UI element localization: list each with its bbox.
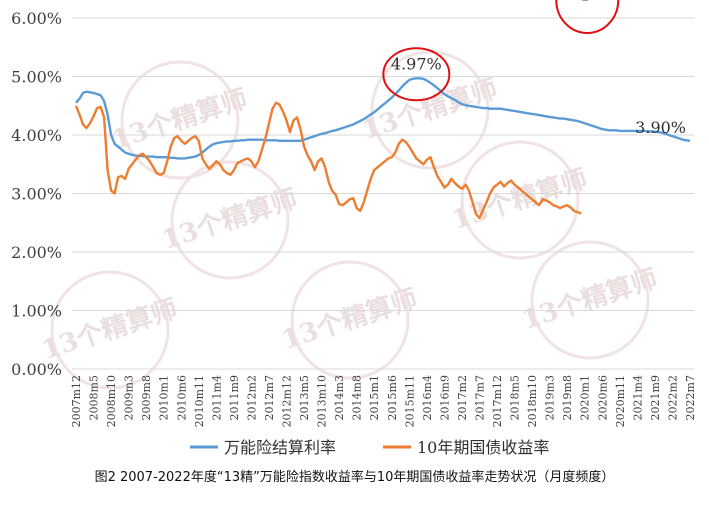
x-tick-label-27: 2019m3 [544,375,557,420]
legend-label-0: 万能险结算利率 [224,438,336,457]
x-tick-label-21: 2016m9 [438,375,451,420]
watermark-text-6: 13个精算师 [448,163,591,236]
x-tick-label-11: 2012m7 [263,375,276,420]
x-tick-label-4: 2009m8 [140,375,153,420]
watermark-seal-5 [170,160,290,280]
x-tick-label-0: 2007m12 [70,375,83,427]
x-tick-label-2: 2008m10 [105,375,118,427]
x-tick-label-28: 2019m8 [561,375,574,420]
x-tick-label-26: 2018m10 [526,375,539,427]
watermark-seal-0 [120,60,240,180]
watermark-text-4: 13个精算师 [518,263,661,336]
series-line-1 [74,101,582,220]
y-tick-label-0: 0.00% [11,360,62,379]
x-tick-label-18: 2015m6 [386,375,399,420]
x-tick-label-33: 2021m9 [649,375,662,420]
x-tick-label-23: 2017m7 [473,375,486,420]
x-tick-label-34: 2022m2 [666,375,679,420]
annotation-circle-2 [555,0,620,34]
x-tick-label-22: 2017m2 [456,375,469,420]
x-tick-label-25: 2018m5 [509,375,522,420]
x-tick-label-10: 2012m2 [245,375,258,420]
annotation-label-0: 4.97% [391,54,442,73]
legend-label-1: 10年期国债收益率 [417,438,549,457]
x-tick-label-7: 2010m11 [193,375,206,427]
x-tick-label-19: 2015m11 [403,375,416,427]
x-tick-label-20: 2016m4 [421,375,434,420]
x-tick-label-31: 2020m11 [614,375,627,427]
x-tick-label-9: 2011m9 [228,375,241,420]
x-tick-label-6: 2010m6 [175,375,188,420]
annotation-label-1: 3.90% [635,118,686,137]
x-tick-label-17: 2015m1 [368,375,381,420]
watermark-seal-1 [370,50,490,170]
series-line-0 [75,77,691,160]
watermark-seal-6 [460,140,580,260]
annotation-label-2: 2.66% [561,0,612,4]
x-tick-label-8: 2011m4 [210,375,223,420]
x-tick-label-12: 2012m12 [281,375,294,427]
figure-caption: 图2 2007-2022年度“13精”万能险指数收益率与10年期国债收益率走势状… [94,470,615,485]
x-tick-label-30: 2020m6 [596,375,609,420]
x-tick-label-3: 2009m3 [123,375,136,420]
y-tick-label-1: 1.00% [11,302,62,321]
y-tick-label-2: 2.00% [11,243,62,262]
y-tick-label-6: 6.00% [11,9,62,28]
x-tick-label-5: 2010m1 [158,375,171,420]
x-tick-label-13: 2013m5 [298,375,311,420]
watermark-text-5: 13个精算师 [158,183,301,256]
y-tick-label-4: 4.00% [11,126,62,145]
x-tick-label-32: 2021m4 [631,375,644,420]
watermark-seal-4 [530,240,650,360]
x-tick-label-15: 2014m3 [333,375,346,420]
watermark-seal-3 [290,260,410,380]
annotation-circle-0 [382,47,451,102]
y-tick-label-3: 3.00% [11,185,62,204]
watermark-text-0: 13个精算师 [108,83,251,156]
x-tick-label-24: 2017m12 [491,375,504,427]
watermark-text-3: 13个精算师 [278,283,421,356]
x-tick-label-16: 2014m8 [351,375,364,420]
watermark-seal-2 [50,270,170,390]
x-tick-label-1: 2008m5 [88,375,101,420]
x-tick-label-14: 2013m10 [316,375,329,427]
x-tick-label-29: 2020m1 [579,375,592,420]
x-tick-label-35: 2022m7 [684,375,697,420]
y-tick-label-5: 5.00% [11,68,62,87]
